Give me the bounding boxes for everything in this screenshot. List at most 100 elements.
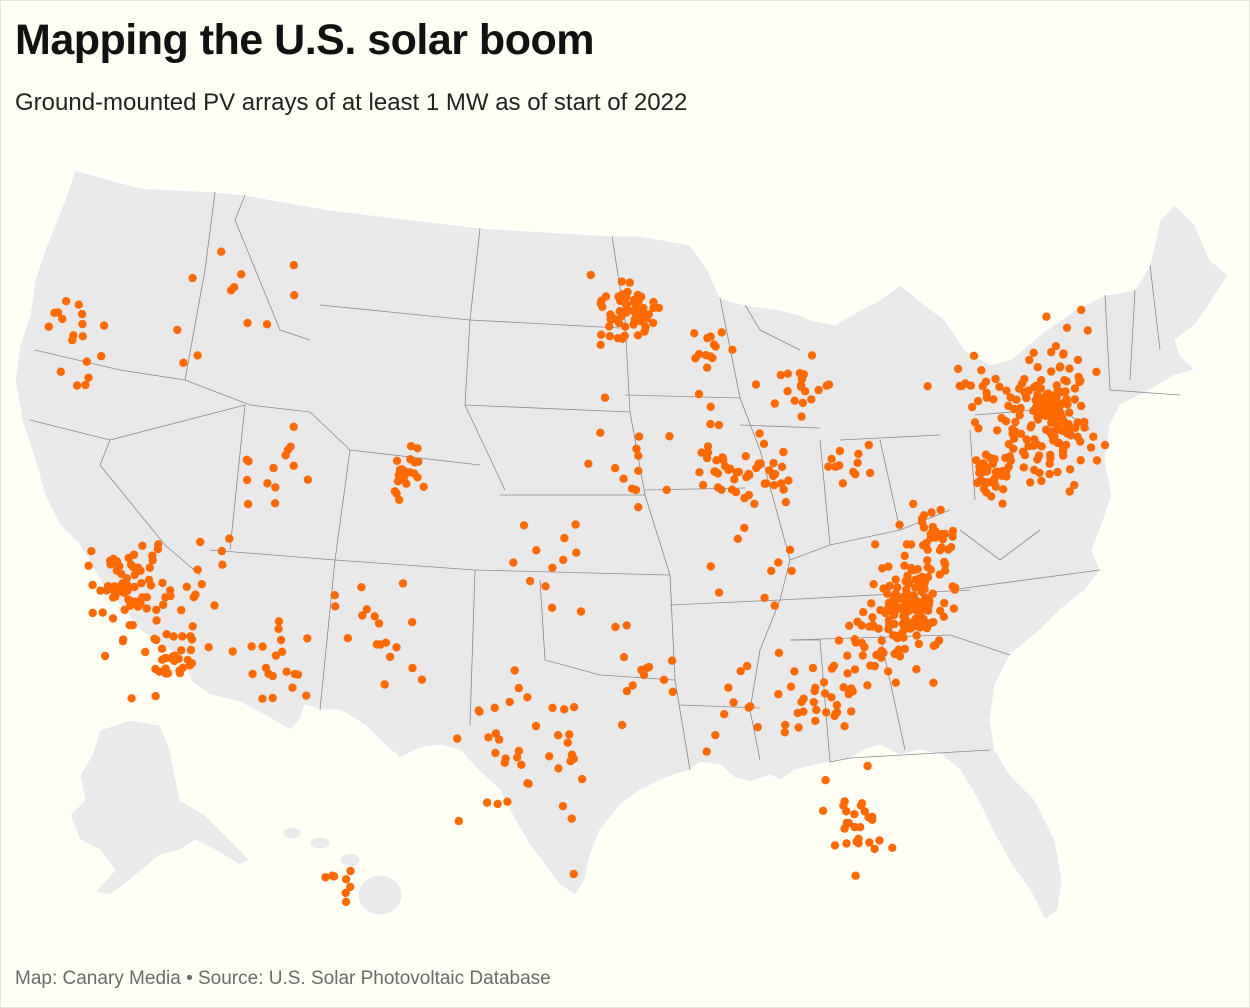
solar-array-marker [271,651,281,660]
solar-array-marker [357,583,366,592]
solar-array-marker [863,681,872,690]
solar-array-marker [746,702,755,711]
solar-array-marker [68,336,77,345]
solar-array-marker [617,277,626,286]
solar-array-marker [991,482,1001,491]
solar-array-marker [948,582,957,591]
solar-array-marker [1073,355,1083,365]
solar-array-marker [1076,437,1085,446]
solar-array-marker [1001,453,1010,463]
solar-array-marker [569,869,578,879]
solar-array-marker [248,669,257,679]
solar-array-marker [1092,456,1102,465]
border-mt-nd [464,227,506,491]
solar-array-marker [923,563,932,572]
solar-array-marker [182,582,191,591]
solar-array-marker [303,634,312,643]
solar-array-marker [1047,427,1057,436]
solar-array-marker [637,665,646,675]
solar-array-marker [986,453,995,463]
solar-array-marker [1029,348,1038,357]
solar-array-marker [193,351,202,360]
solar-array-marker [840,797,849,806]
solar-array-marker [883,667,893,676]
solar-array-marker [1017,379,1027,388]
solar-array-marker [98,608,107,617]
border-mn-west [611,235,691,771]
solar-array-marker [851,871,860,880]
solar-array-marker [617,311,626,321]
solar-array-marker [77,309,87,319]
solar-array-marker [938,535,948,544]
solar-array-marker [282,667,291,676]
solar-array-marker [890,619,899,629]
solar-array-marker [152,605,161,615]
solar-array-marker [290,291,299,300]
solar-array-marker [74,300,84,309]
solar-array-marker [560,533,569,543]
solar-array-marker [56,367,65,376]
solar-array-marker [289,461,298,470]
solar-array-marker [258,642,267,651]
solar-array-marker [922,538,931,548]
solar-array-marker [736,667,745,676]
solar-array-marker [870,844,879,854]
solar-array-marker [243,318,252,328]
solar-array-marker [865,468,875,478]
solar-array-marker [742,661,752,671]
solar-array-marker [854,449,863,459]
solar-array-marker [210,601,219,610]
solar-array-marker [827,693,836,702]
solar-array-marker [596,340,605,349]
solar-array-marker [1011,417,1020,427]
solar-array-marker [622,621,631,630]
us-solar-map [14,169,1229,921]
border-nh-me [1149,264,1161,351]
solar-array-marker [1083,326,1093,335]
solar-array-marker [1035,411,1045,420]
solar-array-marker [867,599,876,608]
solar-array-marker [759,439,769,448]
solar-array-marker [1049,436,1058,445]
solar-array-marker [402,479,411,488]
solar-array-marker [1024,386,1034,395]
solar-array-marker [717,485,726,494]
solar-array-marker [830,711,839,721]
solar-array-marker [1080,423,1089,432]
solar-array-marker [827,454,836,464]
solar-array-marker [774,558,783,567]
solar-array-marker [1086,443,1096,452]
solar-array-marker [494,735,504,744]
solar-array-marker [633,331,643,340]
solar-array-marker [531,721,541,731]
solar-array-marker [847,707,856,716]
solar-array-marker [329,872,339,881]
solar-array-marker [770,399,779,408]
solar-array-marker [341,897,351,907]
solar-array-marker [1034,451,1044,460]
solar-array-marker [935,546,945,555]
solar-array-marker [834,636,844,645]
border-co-east [334,449,351,561]
solar-array-marker [745,471,754,480]
solar-array-marker [1016,403,1025,413]
solar-array-marker [606,315,615,324]
solar-array-marker [900,644,910,654]
solar-array-marker [781,720,790,730]
solar-array-marker [1020,451,1030,460]
solar-array-marker [106,556,115,565]
solar-array-marker [123,581,132,590]
solar-array-marker [162,630,171,639]
solar-array-marker [706,402,715,411]
solar-array-marker [392,456,402,465]
solar-array-marker [188,273,197,283]
solar-array-marker [840,722,849,731]
contiguous-us-shape [14,169,1229,921]
solar-array-marker [785,545,795,554]
solar-array-marker [885,581,894,591]
solar-array-marker [541,582,550,591]
solar-array-marker [1045,459,1054,468]
solar-array-marker [724,683,733,692]
solar-array-marker [843,669,852,678]
solar-array-marker [274,624,283,634]
